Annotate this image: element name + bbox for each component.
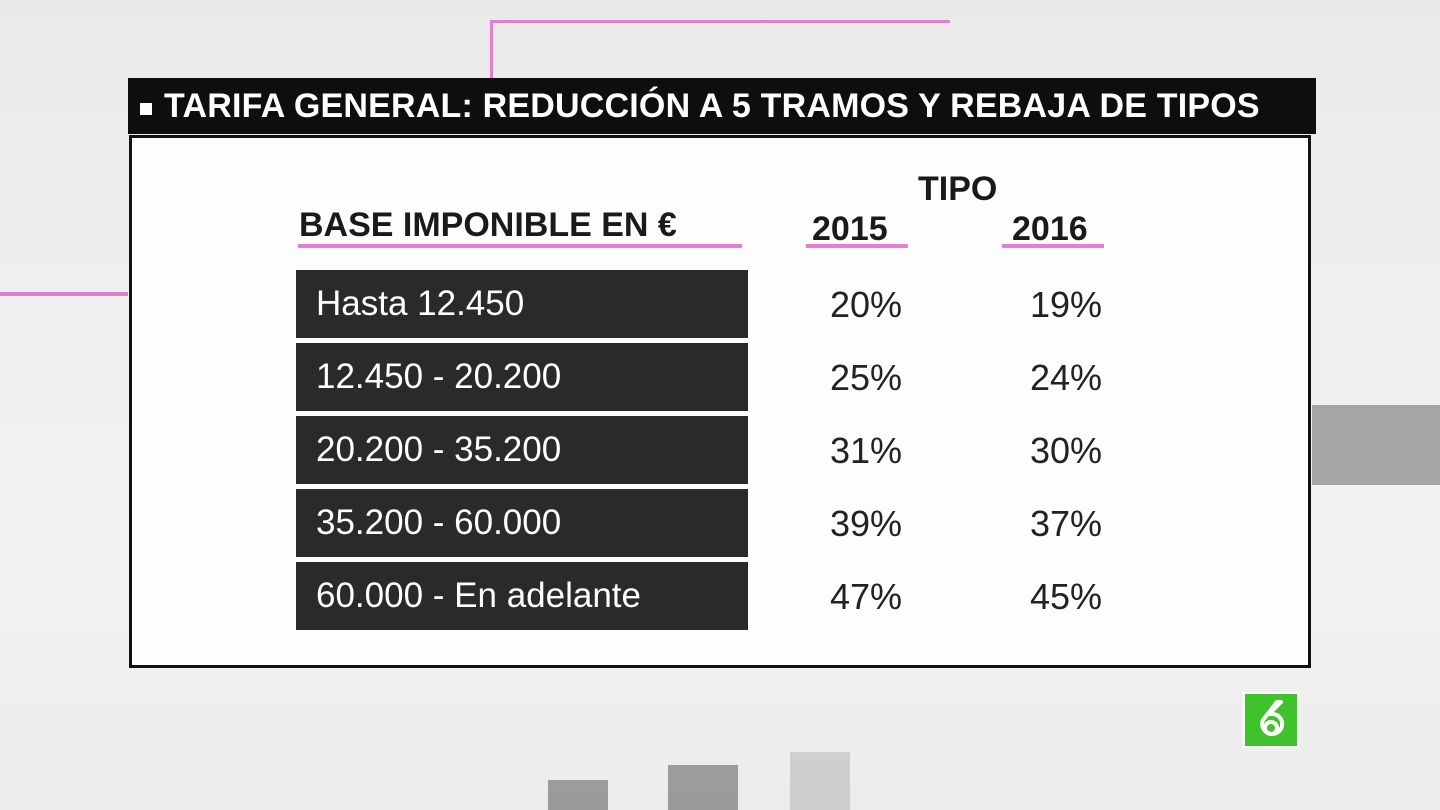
column-header-base: BASE IMPONIBLE EN € [299,206,677,244]
underline-base [298,244,742,248]
table-row: 12.450 - 20.200 [296,343,748,411]
rate-2016: 19% [1029,284,1102,325]
rate-2015: 31% [829,430,902,471]
rate-2016: 24% [1029,357,1102,398]
table-row: 60.000 - En adelante [296,562,748,630]
column-header-tipo: TIPO [918,170,998,208]
bullet-icon [140,103,152,115]
underline-2015 [806,244,908,248]
table-row: Hasta 12.450 [296,270,748,338]
rate-2015: 25% [829,357,902,398]
tramo-label: 12.450 - 20.200 [316,357,562,396]
tramo-label: 35.200 - 60.000 [316,503,562,542]
page-title: TARIFA GENERAL: REDUCCIÓN A 5 TRAMOS Y R… [164,86,1260,125]
title-bar: TARIFA GENERAL: REDUCCIÓN A 5 TRAMOS Y R… [128,78,1316,134]
underline-2016 [1002,244,1104,248]
tramo-label: Hasta 12.450 [316,284,525,323]
rate-2015: 20% [829,284,902,325]
tramo-label: 60.000 - En adelante [316,576,641,615]
six-glyph-icon [1260,700,1285,736]
table-row: 20.200 - 35.200 [296,416,748,484]
rate-2016: 45% [1029,576,1102,617]
rate-2016: 37% [1029,503,1102,544]
tax-table-panel: BASE IMPONIBLE EN € TIPO 2015 2016 Hasta… [129,135,1311,668]
column-header-2015: 2015 [812,210,888,248]
tramo-label: 20.200 - 35.200 [316,430,562,469]
table-row: 35.200 - 60.000 [296,489,748,557]
rate-2015: 39% [829,503,902,544]
rate-2015: 47% [829,576,902,617]
rate-2016: 30% [1029,430,1102,471]
column-header-2016: 2016 [1012,210,1088,248]
lasexta-logo-icon [1243,692,1299,748]
